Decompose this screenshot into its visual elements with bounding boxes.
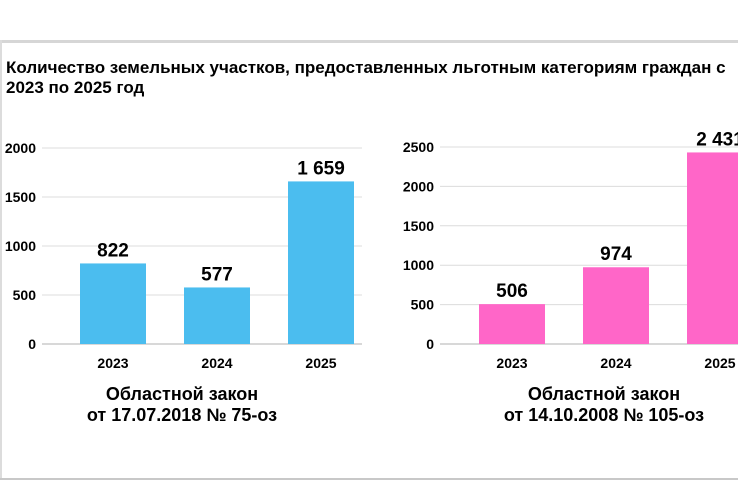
data-label: 2 431 xyxy=(696,129,738,150)
x-tick-label: 2023 xyxy=(97,355,128,371)
right-chart-caption: Областной закон от 14.10.2008 № 105-оз xyxy=(474,384,734,426)
frame-top-border xyxy=(0,40,738,43)
page-title: Количество земельных участков, предостав… xyxy=(6,58,726,97)
data-label: 506 xyxy=(496,281,528,302)
bar xyxy=(583,267,649,344)
y-tick-label: 1500 xyxy=(403,218,434,234)
frame-left-border xyxy=(0,40,2,480)
bar xyxy=(479,304,545,344)
y-tick-label: 1000 xyxy=(403,257,434,273)
bar xyxy=(184,287,250,344)
x-tick-label: 2024 xyxy=(201,355,232,371)
x-tick-label: 2023 xyxy=(496,355,527,371)
x-tick-label: 2025 xyxy=(305,355,336,371)
data-label: 577 xyxy=(201,264,233,285)
y-tick-label: 1500 xyxy=(5,189,36,205)
bar xyxy=(288,181,354,344)
x-tick-label: 2025 xyxy=(704,355,735,371)
x-tick-label: 2024 xyxy=(600,355,631,371)
caption-line: Областной закон xyxy=(527,384,681,404)
y-tick-label: 1000 xyxy=(5,238,36,254)
y-tick-label: 2000 xyxy=(5,140,36,156)
y-tick-label: 0 xyxy=(28,336,36,352)
y-tick-label: 0 xyxy=(426,336,434,352)
y-tick-label: 2000 xyxy=(403,178,434,194)
data-label: 822 xyxy=(97,240,129,261)
frame-bottom-border xyxy=(0,478,738,480)
data-label: 1 659 xyxy=(297,158,345,179)
bar xyxy=(687,152,738,344)
data-label: 974 xyxy=(600,244,632,265)
caption-line: от 17.07.2018 № 75-оз xyxy=(86,405,278,425)
y-tick-label: 2500 xyxy=(403,139,434,155)
caption-line: Областной закон xyxy=(105,384,259,404)
caption-line: от 14.10.2008 № 105-оз xyxy=(503,405,705,425)
left-chart-caption: Областной закон от 17.07.2018 № 75-оз xyxy=(62,384,302,426)
y-tick-label: 500 xyxy=(13,287,37,303)
y-tick-label: 500 xyxy=(411,297,435,313)
bar xyxy=(80,263,146,344)
